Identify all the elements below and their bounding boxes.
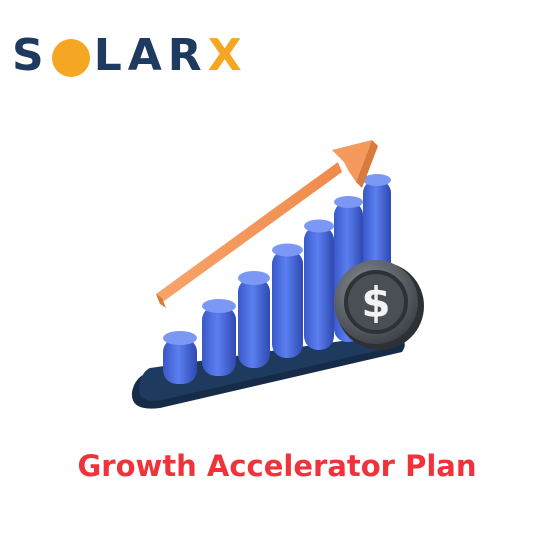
logo-wordmark: LARX [94, 26, 248, 86]
sun-icon [51, 39, 90, 77]
logo-suffix: LARX [94, 30, 248, 81]
growth-arrow-icon [156, 140, 378, 308]
bar-3 [238, 271, 270, 368]
logo-suffix-accent: X [207, 30, 248, 81]
svg-text:$: $ [361, 278, 390, 327]
chart-base [131, 334, 405, 409]
bar-1 [163, 331, 197, 384]
logo-letter-s: S [12, 30, 50, 81]
brand-logo: S LARX [12, 26, 248, 86]
bar-2 [202, 299, 236, 376]
dollar-coin-icon: $ [334, 260, 424, 350]
bar-4 [272, 243, 303, 358]
bar-5 [304, 219, 334, 350]
logo-suffix-main: LAR [93, 30, 208, 81]
plan-title: Growth Accelerator Plan [77, 449, 477, 483]
chart-bars [163, 174, 391, 384]
